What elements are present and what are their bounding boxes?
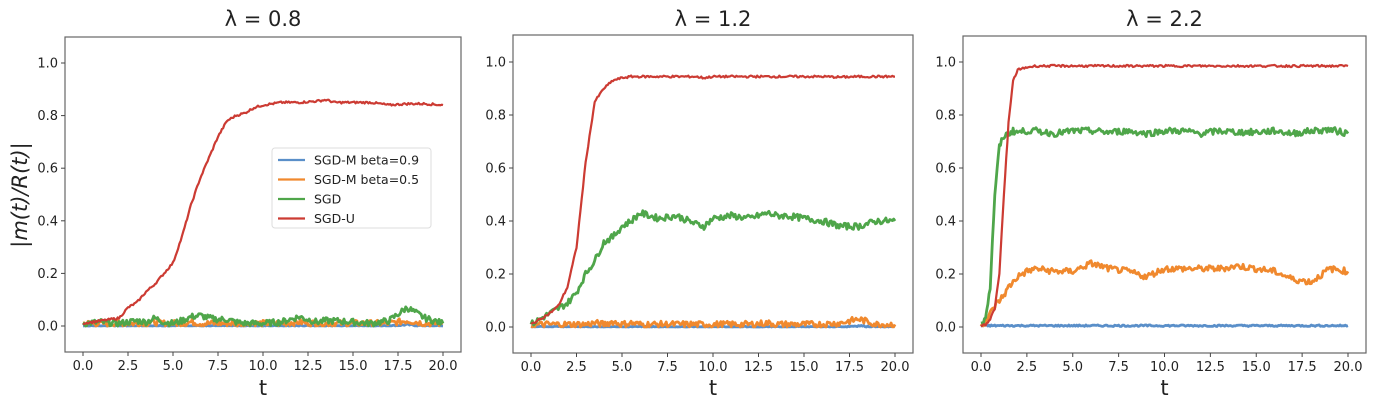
legend-label: SGD-U [314, 211, 355, 226]
y-tick-label: 1.0 [37, 57, 58, 72]
x-tick-label: 15.0 [1242, 360, 1271, 375]
x-axis-label: t [709, 376, 717, 400]
x-tick-label: 20.0 [429, 359, 458, 374]
x-tick-label: 17.5 [384, 359, 413, 374]
x-tick-label: 5.0 [1062, 360, 1083, 375]
subplot-title: λ = 0.8 [225, 7, 302, 31]
x-axis-label: t [1160, 376, 1168, 400]
y-tick-label: 0.2 [485, 268, 506, 283]
series-line-sgd-u [82, 98, 444, 326]
x-tick-label: 2.5 [118, 359, 139, 374]
x-tick-label: 12.5 [294, 359, 323, 374]
x-axis-label: t [259, 376, 267, 400]
y-axis-label: |m(t)/R(t)| [8, 142, 33, 248]
x-tick-label: 10.0 [699, 360, 728, 375]
x-tick-label: 20.0 [881, 360, 910, 375]
x-tick-label: 2.5 [566, 360, 587, 375]
y-tick-label: 0.8 [485, 109, 506, 124]
x-tick-label: 15.0 [339, 359, 368, 374]
legend-label: SGD-M beta=0.9 [314, 153, 419, 168]
y-tick-label: 0.4 [935, 215, 956, 230]
subplot-title: λ = 2.2 [1126, 7, 1203, 31]
y-tick-label: 0.4 [37, 214, 58, 229]
y-tick-label: 1.0 [485, 56, 506, 71]
subplot-lambda-2.2: λ = 2.2 0.0 2.5 5.0 7.5 10.0 12.5 15.0 17.5 20.0 0… [935, 7, 1367, 400]
y-tick-label: 1.0 [935, 56, 956, 71]
series-line-sgd-m-beta-0-5 [530, 315, 897, 329]
x-tick-label: 17.5 [835, 360, 864, 375]
plot-area [529, 74, 897, 329]
x-tick-label: 10.0 [249, 359, 278, 374]
series-line-sgd-m-beta-0-5 [979, 259, 1350, 328]
series-line-sgd [81, 305, 445, 328]
x-tick-label: 0.0 [73, 359, 94, 374]
x-tick-label: 15.0 [790, 360, 819, 375]
series-line-sgd [980, 126, 1350, 326]
x-tick-label: 2.5 [1017, 360, 1038, 375]
y-tick-label: 0.6 [37, 162, 58, 177]
x-tick-label: 7.5 [1108, 360, 1129, 375]
y-tick-label: 0.8 [935, 109, 956, 124]
series-line-sgd [529, 209, 897, 327]
series-line-sgd-u [980, 63, 1349, 328]
y-tick-label: 0.6 [935, 162, 956, 177]
x-tick-label: 7.5 [657, 360, 678, 375]
subplot-lambda-0.8: λ = 0.8 0.0 2.5 5.0 7.5 10.0 12.5 15.0 17.5 20.0 0… [37, 7, 462, 400]
x-tick-label: 0.0 [521, 360, 542, 375]
y-tick-label: 0.0 [485, 321, 506, 336]
plot-area [979, 63, 1350, 328]
subplot-title: λ = 1.2 [675, 7, 752, 31]
legend-box [271, 147, 432, 229]
x-tick-label: 5.0 [612, 360, 633, 375]
axes-frame [962, 35, 1367, 354]
y-tick-label: 0.2 [935, 268, 956, 283]
x-tick-label: 12.5 [744, 360, 773, 375]
y-tick-label: 0.4 [485, 215, 506, 230]
y-tick-label: 0.0 [935, 321, 956, 336]
x-tick-label: 7.5 [208, 359, 229, 374]
legend-label: SGD [314, 192, 341, 207]
y-tick-label: 0.8 [37, 109, 58, 124]
x-tick-label: 5.0 [163, 359, 184, 374]
series-line-sgd-m-beta-0-9 [980, 323, 1349, 328]
x-tick-label: 12.5 [1196, 360, 1225, 375]
y-tick-label: 0.2 [37, 267, 58, 282]
x-tick-label: 17.5 [1288, 360, 1317, 375]
legend-label: SGD-M beta=0.5 [314, 172, 419, 187]
y-tick-label: 0.0 [37, 320, 58, 335]
x-tick-label: 20.0 [1334, 360, 1363, 375]
series-line-sgd-u [530, 74, 895, 325]
axes-frame [512, 34, 914, 354]
y-tick-label: 0.6 [485, 162, 506, 177]
x-tick-label: 0.0 [971, 360, 992, 375]
subplot-lambda-1.2: λ = 1.2 0.0 2.5 5.0 7.5 10.0 12.5 15.0 17.5 20.0 0… [485, 7, 914, 400]
x-tick-label: 10.0 [1150, 360, 1179, 375]
plot-area [81, 98, 445, 328]
legend: SGD-M beta=0.9 SGD-M beta=0.5 SGD SGD-U [271, 147, 432, 229]
